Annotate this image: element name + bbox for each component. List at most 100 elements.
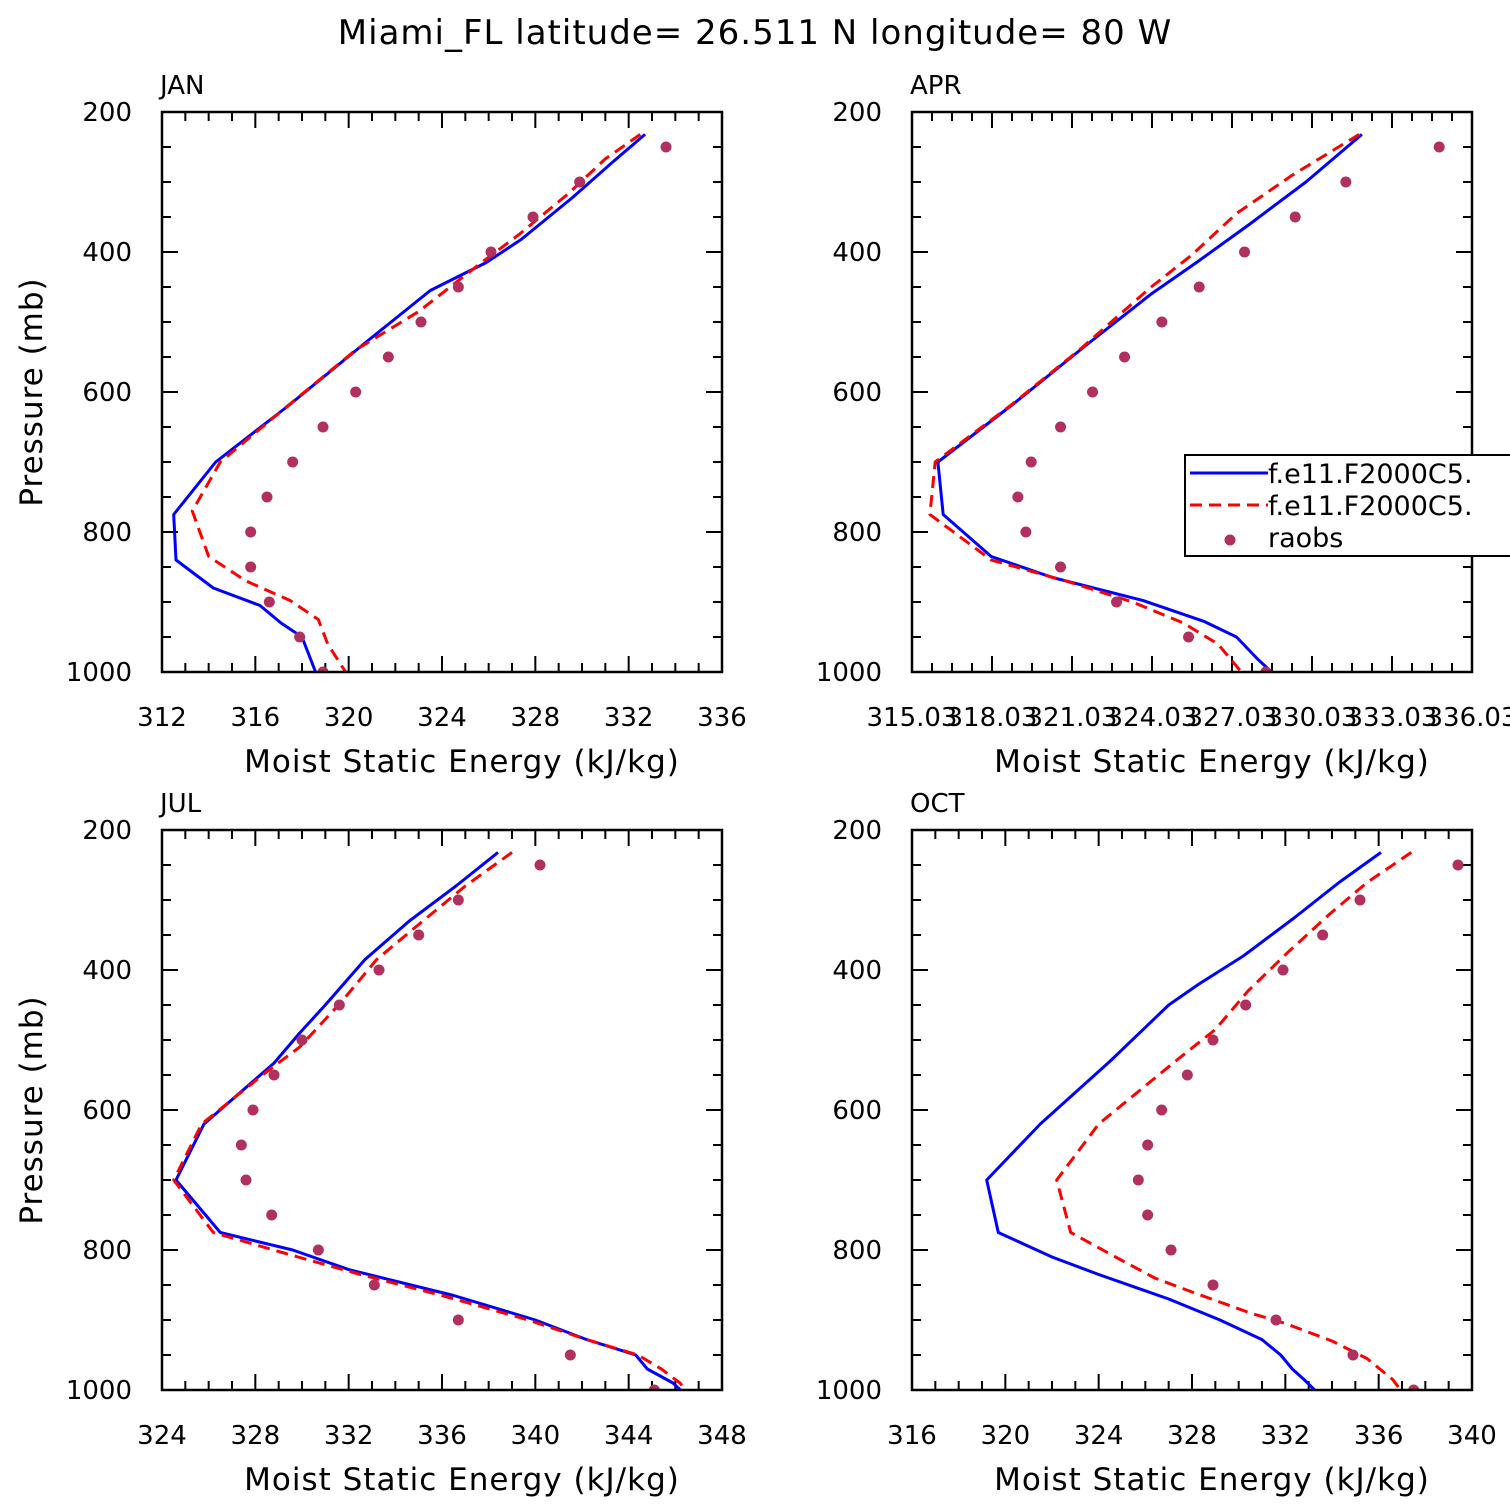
raobs-point — [317, 421, 329, 433]
x-tick-label: 348 — [697, 1421, 747, 1451]
x-tick-label: 332 — [1261, 1421, 1311, 1451]
raobs-point — [1111, 596, 1123, 608]
raobs-point — [1408, 1384, 1420, 1390]
x-tick-label: 327.03 — [1187, 703, 1278, 733]
raobs-point — [373, 964, 385, 976]
x-tick-label: 336.03 — [1427, 703, 1510, 733]
plot-frame — [160, 828, 724, 1392]
legend: f.e11.F2000C5.f.e11.F2000C5.raobs — [1184, 454, 1510, 557]
raobs-point — [245, 561, 257, 573]
raobs-point — [1270, 1314, 1282, 1326]
plot-area — [985, 851, 1464, 1390]
raobs-point — [240, 1174, 252, 1186]
x-tick-label: 336 — [697, 703, 747, 733]
raobs-point — [1181, 1069, 1193, 1081]
raobs-point — [1142, 1209, 1154, 1221]
plot-frame — [910, 828, 1474, 1392]
x-axis-label: Moist Static Energy (kJ/kg) — [244, 744, 680, 780]
raobs-point — [294, 631, 306, 643]
raobs-point — [1156, 316, 1168, 328]
model1-line — [985, 851, 1382, 1390]
plot-area — [172, 851, 688, 1390]
x-tick-label: 321.03 — [1027, 703, 1118, 733]
raobs-point — [296, 1034, 308, 1046]
raobs-point — [287, 456, 299, 468]
legend-label: f.e11.F2000C5. — [1268, 459, 1473, 490]
raobs-point — [247, 1104, 259, 1116]
plot-frame — [160, 110, 724, 674]
y-tick-label: 400 — [82, 956, 132, 986]
raobs-point — [660, 141, 672, 153]
raobs-point — [235, 1139, 247, 1151]
figure-title: Miami_FL latitude= 26.511 N longitude= 8… — [338, 13, 1172, 53]
raobs-point — [1055, 561, 1067, 573]
x-axis-label: Moist Static Energy (kJ/kg) — [244, 1462, 680, 1498]
x-tick-label: 316 — [231, 703, 281, 733]
x-tick-label: 318.03 — [947, 703, 1038, 733]
x-tick-label: 320 — [324, 703, 374, 733]
y-tick-label: 200 — [82, 816, 132, 846]
raobs-point — [1354, 894, 1366, 906]
raobs-point — [574, 176, 586, 188]
raobs-point — [1240, 999, 1252, 1011]
raobs-point — [1012, 491, 1024, 503]
x-tick-label: 333.03 — [1347, 703, 1438, 733]
panel-label: APR — [910, 71, 962, 101]
raobs-point — [1193, 281, 1205, 293]
x-axis-label: Moist Static Energy (kJ/kg) — [994, 1462, 1430, 1498]
raobs-point — [1020, 526, 1032, 538]
y-tick-label: 600 — [82, 378, 132, 408]
raobs-point — [266, 1209, 278, 1221]
panels: JAN 312 316 320 324 328 332 336 200 400 600 800 1000… — [14, 71, 1510, 1498]
x-tick-label: 336 — [417, 1421, 467, 1451]
y-tick-label: 400 — [832, 238, 882, 268]
y-tick-label: 600 — [832, 378, 882, 408]
x-tick-label: 332 — [604, 703, 654, 733]
raobs-point — [1289, 211, 1301, 223]
y-tick-label: 1000 — [66, 658, 132, 688]
panel-label: JUL — [158, 789, 202, 819]
raobs-point — [312, 1244, 324, 1256]
raobs-point — [564, 1349, 576, 1361]
raobs-point — [1433, 141, 1445, 153]
x-tick-label: 324 — [417, 703, 467, 733]
panel-jan: JAN 312 316 320 324 328 332 336 200 400 600 800 1000… — [14, 71, 747, 780]
y-tick-label: 1000 — [66, 1376, 132, 1406]
raobs-point — [1132, 1174, 1144, 1186]
y-tick-label: 600 — [832, 1096, 882, 1126]
raobs-point — [534, 859, 546, 871]
panel-oct: OCT 316 320 324 328 332 336 340 200 400 600 800 1000… — [816, 789, 1497, 1498]
raobs-point — [263, 596, 275, 608]
raobs-point — [261, 491, 273, 503]
y-tick-label: 800 — [832, 518, 882, 548]
x-tick-label: 340 — [1447, 1421, 1497, 1451]
raobs-point — [1347, 1349, 1359, 1361]
y-tick-label: 400 — [832, 956, 882, 986]
y-axis-label: Pressure (mb) — [14, 277, 50, 506]
raobs-point — [382, 351, 394, 363]
y-tick-label: 800 — [82, 1236, 132, 1266]
model1-line — [936, 133, 1363, 672]
legend-label: f.e11.F2000C5. — [1268, 491, 1473, 522]
legend-marker-raobs — [1224, 534, 1236, 546]
raobs-point — [1239, 246, 1251, 258]
x-tick-label: 312 — [137, 703, 187, 733]
raobs-point — [245, 526, 257, 538]
x-tick-label: 328 — [231, 1421, 281, 1451]
x-tick-label: 328 — [511, 703, 561, 733]
raobs-point — [1340, 176, 1352, 188]
raobs-point — [1260, 666, 1272, 672]
x-tick-label: 332 — [324, 1421, 374, 1451]
raobs-point — [648, 1384, 660, 1390]
y-tick-label: 200 — [832, 98, 882, 128]
raobs-point — [1165, 1244, 1177, 1256]
x-tick-label: 324 — [137, 1421, 187, 1451]
panel-label: OCT — [910, 789, 965, 819]
x-tick-label: 330.03 — [1267, 703, 1358, 733]
model2-line — [1055, 851, 1413, 1390]
panel-apr: APR315.03318.03321.03324.03327.03330.033… — [816, 71, 1510, 780]
plot-area — [928, 133, 1445, 672]
raobs-point — [1055, 421, 1067, 433]
y-tick-label: 200 — [82, 98, 132, 128]
model1-line — [172, 133, 646, 672]
